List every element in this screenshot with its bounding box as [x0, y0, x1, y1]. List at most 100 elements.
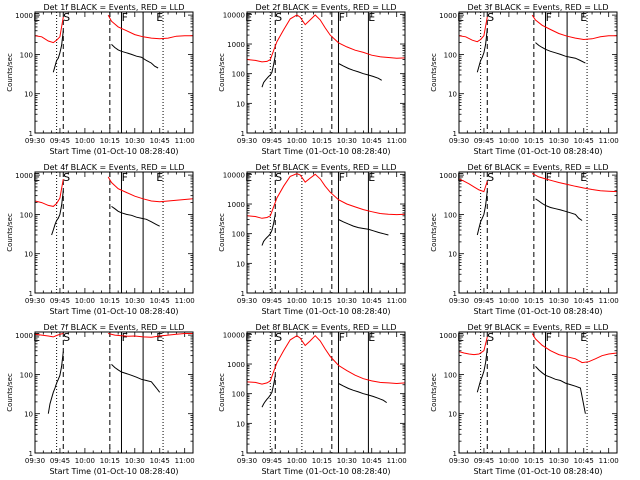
x-tick-label: 10:00 [287, 137, 307, 145]
lld-series-line [35, 178, 64, 207]
y-tick-label: 10 [236, 100, 245, 108]
x-axis-label: Start Time (01-Oct-10 08:28:40) [473, 467, 602, 476]
x-tick-label: 11:00 [387, 137, 407, 145]
x-tick-label: 09:45 [50, 137, 70, 145]
x-tick-label: 09:30 [25, 297, 45, 305]
y-tick-label: 100 [232, 71, 245, 79]
interval-marker: E [368, 331, 375, 344]
plot-frame [246, 171, 406, 294]
x-tick-label: 10:00 [75, 457, 95, 465]
events-series-line [476, 28, 488, 73]
x-tick-label: 11:00 [599, 457, 619, 465]
interval-marker: E [457, 11, 464, 24]
events-series-line [338, 63, 382, 81]
y-axis-label: Counts/sec [6, 53, 14, 92]
chart-panel-9: Det 9f BLACK = Events, RED = LLD Counts/s… [430, 323, 619, 476]
x-axis-label: Start Time (01-Oct-10 08:28:40) [49, 147, 178, 156]
interval-marker: E [580, 11, 587, 24]
lld-series-line [107, 14, 193, 40]
lld-series-line [247, 14, 405, 63]
x-axis-label: Start Time (01-Oct-10 08:28:40) [261, 467, 390, 476]
events-series-line [261, 214, 276, 246]
plot-frame [458, 11, 618, 134]
x-tick-label: 10:45 [150, 457, 170, 465]
chart-title: Det 9f BLACK = Events, RED = LLD [467, 323, 608, 332]
interval-marker: E [245, 171, 252, 184]
chart-title: Det 7f BLACK = Events, RED = LLD [43, 323, 184, 332]
x-tick-label: 09:30 [449, 457, 469, 465]
x-tick-label: 10:30 [337, 457, 357, 465]
y-tick-label: 100 [444, 371, 457, 379]
chart-panel-5: Det 5f BLACK = Events, RED = LLD Counts/s… [218, 163, 407, 316]
x-tick-label: 10:00 [75, 137, 95, 145]
x-tick-label: 10:00 [499, 457, 519, 465]
x-tick-label: 10:30 [125, 297, 145, 305]
chart-title: Det 8f BLACK = Events, RED = LLD [255, 323, 396, 332]
interval-marker: E [156, 171, 163, 184]
y-tick-label: 1000 [227, 201, 245, 209]
plot-frame [458, 331, 618, 454]
x-tick-label: 10:30 [337, 297, 357, 305]
plot-frame [246, 331, 406, 454]
y-axis-label: Counts/sec [430, 53, 438, 92]
x-tick-label: 10:30 [549, 137, 569, 145]
y-tick-label: 1 [241, 290, 245, 298]
interval-marker: S [275, 171, 282, 184]
x-tick-label: 10:30 [549, 457, 569, 465]
interval-marker: E [580, 331, 587, 344]
lld-series-line [247, 334, 405, 385]
y-tick-label: 100 [444, 51, 457, 59]
interval-marker: S [487, 331, 494, 344]
interval-marker: E [33, 11, 40, 24]
y-axis-label: Counts/sec [430, 373, 438, 412]
lld-series-line [247, 173, 405, 219]
events-series-line [338, 219, 389, 236]
x-tick-label: 10:15 [312, 297, 332, 305]
y-axis-label: Counts/sec [218, 53, 226, 92]
chart-title: Det 1f BLACK = Events, RED = LLD [43, 3, 184, 12]
x-tick-label: 09:30 [237, 137, 257, 145]
events-series-line [261, 55, 276, 88]
interval-marker: F [122, 331, 128, 344]
y-tick-label: 1 [29, 290, 33, 298]
plot-frame [246, 11, 406, 134]
x-tick-label: 09:30 [449, 137, 469, 145]
interval-marker: F [546, 11, 552, 24]
x-tick-label: 10:00 [75, 297, 95, 305]
chart-panel-8: Det 8f BLACK = Events, RED = LLD Counts/s… [218, 323, 407, 476]
interval-marker: E [368, 171, 375, 184]
interval-marker: S [275, 331, 282, 344]
y-tick-label: 10 [236, 420, 245, 428]
x-tick-label: 10:15 [524, 457, 544, 465]
lld-series-line [459, 336, 488, 356]
interval-marker: E [156, 11, 163, 24]
interval-marker: F [339, 171, 345, 184]
plot-frame [34, 11, 194, 134]
y-axis-label: Counts/sec [218, 213, 226, 252]
x-tick-label: 09:45 [262, 457, 282, 465]
x-tick-label: 09:45 [474, 457, 494, 465]
interval-marker: E [245, 331, 252, 344]
interval-marker: F [122, 11, 128, 24]
chart-panel-2: Det 2f BLACK = Events, RED = LLD Counts/s… [218, 3, 407, 156]
events-series-line [338, 383, 387, 404]
x-tick-label: 11:00 [599, 297, 619, 305]
y-tick-label: 1 [453, 450, 457, 458]
interval-marker: S [487, 171, 494, 184]
interval-marker: F [122, 171, 128, 184]
lld-series-line [531, 14, 617, 41]
x-tick-label: 10:15 [524, 137, 544, 145]
interval-marker: S [63, 331, 70, 344]
interval-marker: S [63, 11, 70, 24]
x-tick-label: 10:45 [362, 297, 382, 305]
y-tick-label: 1 [453, 290, 457, 298]
x-axis-label: Start Time (01-Oct-10 08:28:40) [473, 147, 602, 156]
x-tick-label: 09:30 [237, 457, 257, 465]
events-series-line [111, 364, 161, 393]
y-tick-label: 1000 [227, 41, 245, 49]
lld-series-line [459, 178, 488, 193]
x-tick-label: 10:45 [574, 137, 594, 145]
interval-marker: F [546, 331, 552, 344]
y-axis-label: Counts/sec [218, 373, 226, 412]
